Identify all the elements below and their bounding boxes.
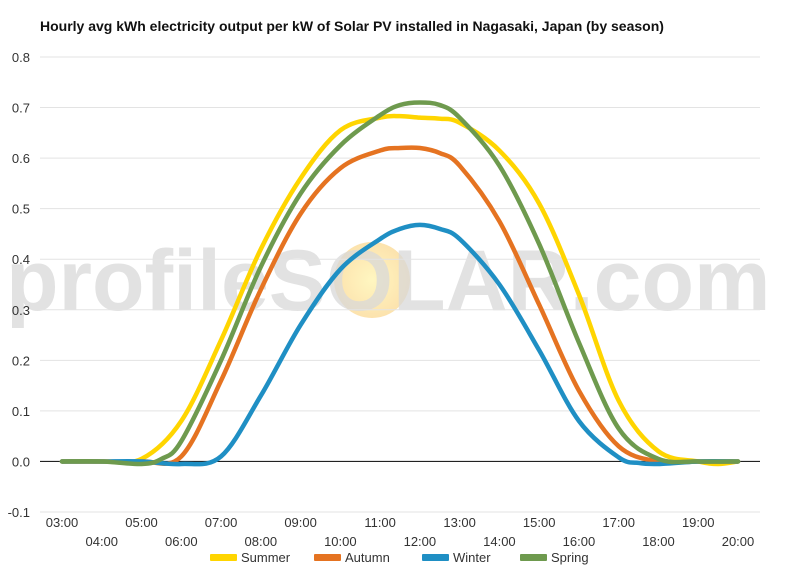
x-tick-label: 20:00 xyxy=(722,534,755,549)
y-tick-label: 0.2 xyxy=(12,353,30,368)
x-tick-label: 17:00 xyxy=(602,515,635,530)
x-tick-label: 16:00 xyxy=(563,534,596,549)
x-tick-label: 15:00 xyxy=(523,515,556,530)
x-tick-label: 07:00 xyxy=(205,515,238,530)
x-tick-label: 06:00 xyxy=(165,534,198,549)
legend-swatch xyxy=(314,554,341,561)
x-tick-label: 12:00 xyxy=(404,534,437,549)
legend-swatch xyxy=(422,554,449,561)
legend-label: Winter xyxy=(453,550,491,565)
y-tick-label: -0.1 xyxy=(8,505,30,520)
x-tick-label: 13:00 xyxy=(443,515,476,530)
x-tick-label: 14:00 xyxy=(483,534,516,549)
legend-item-spring: Spring xyxy=(520,550,589,565)
series-line-spring xyxy=(59,100,741,467)
x-tick-label: 04:00 xyxy=(85,534,118,549)
legend-item-autumn: Autumn xyxy=(314,550,390,565)
x-tick-label: 08:00 xyxy=(245,534,278,549)
legend-label: Spring xyxy=(551,550,589,565)
watermark-sun-icon xyxy=(334,242,410,318)
legend-label: Summer xyxy=(241,550,291,565)
legend-item-summer: Summer xyxy=(210,550,291,565)
legend-label: Autumn xyxy=(345,550,390,565)
legend-swatch xyxy=(210,554,237,561)
y-tick-label: 0.8 xyxy=(12,50,30,65)
x-tick-label: 05:00 xyxy=(125,515,158,530)
chart-title: Hourly avg kWh electricity output per kW… xyxy=(40,18,664,34)
y-tick-label: 0.1 xyxy=(12,404,30,419)
x-tick-label: 11:00 xyxy=(364,515,396,530)
y-tick-label: 0.3 xyxy=(12,303,30,318)
legend-item-winter: Winter xyxy=(422,550,491,565)
x-tick-label: 19:00 xyxy=(682,515,715,530)
x-tick-label: 03:00 xyxy=(46,515,79,530)
x-tick-label: 10:00 xyxy=(324,534,357,549)
x-tick-label: 09:00 xyxy=(284,515,317,530)
y-tick-label: 0.0 xyxy=(12,454,30,469)
series-line-winter xyxy=(59,222,741,467)
y-tick-label: 0.4 xyxy=(12,252,30,267)
series-line-summer xyxy=(59,113,741,467)
y-tick-label: 0.7 xyxy=(12,101,30,116)
series-line-autumn xyxy=(59,145,741,466)
watermark-text: profileSOLAR.com xyxy=(6,233,771,329)
legend-swatch xyxy=(520,554,547,561)
y-tick-label: 0.6 xyxy=(12,151,30,166)
x-tick-label: 18:00 xyxy=(642,534,675,549)
y-tick-label: 0.5 xyxy=(12,202,30,217)
